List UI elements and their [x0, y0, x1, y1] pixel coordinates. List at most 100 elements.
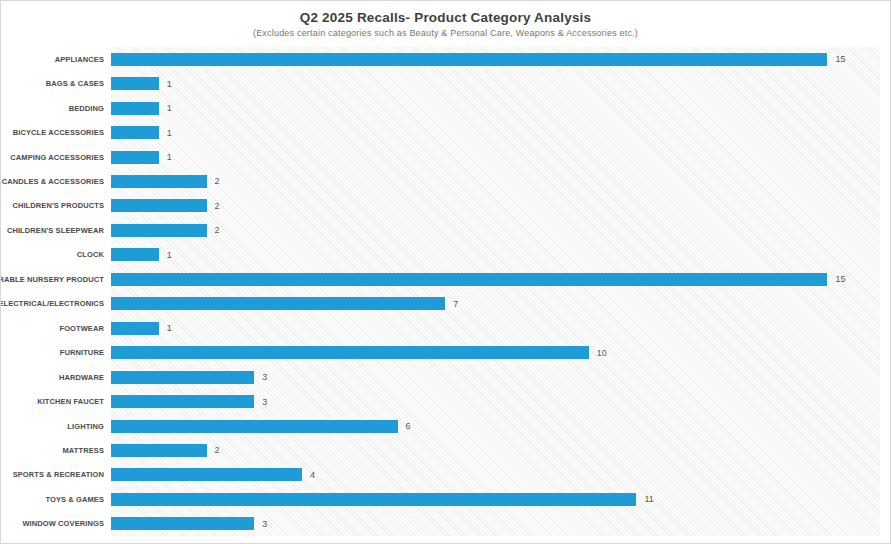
category-label: MATTRESS [63, 446, 105, 455]
value-label: 2 [215, 445, 220, 455]
value-label: 1 [167, 323, 172, 333]
bar-row: 15 [111, 267, 880, 291]
category-label-row: TOYS & GAMES [1, 487, 111, 511]
value-label: 2 [215, 201, 220, 211]
category-label-row: CAMPING ACCESSORIES [1, 145, 111, 169]
page-title: Q2 2025 Recalls- Product Category Analys… [1, 10, 890, 25]
category-label: ELECTRICAL/ELECTRONICS [0, 299, 104, 308]
value-label: 6 [406, 421, 411, 431]
category-label-row: SPORTS & RECREATION [1, 463, 111, 487]
category-label-row: BAGS & CASES [1, 71, 111, 95]
bar-row: 1 [111, 120, 880, 144]
value-label: 2 [215, 176, 220, 186]
bar[interactable] [111, 273, 827, 286]
bar[interactable] [111, 102, 159, 115]
bar-row: 10 [111, 340, 880, 364]
bar[interactable] [111, 77, 159, 90]
category-label-row: FURNITURE [1, 340, 111, 364]
category-label-row: CHILDREN'S SLEEPWEAR [1, 218, 111, 242]
category-label-row: CANDLES & ACCESSORIES [1, 169, 111, 193]
bar-row: 11 [111, 487, 880, 511]
category-label: CHILDREN'S PRODUCTS [12, 201, 104, 210]
value-label: 1 [167, 103, 172, 113]
value-label: 3 [262, 519, 267, 529]
category-label: APPLIANCES [55, 55, 104, 64]
category-label-row: HARDWARE [1, 365, 111, 389]
bar[interactable] [111, 420, 398, 433]
category-label-row: CLOCK [1, 243, 111, 267]
bar[interactable] [111, 517, 254, 530]
bar[interactable] [111, 395, 254, 408]
category-label: SPORTS & RECREATION [13, 470, 104, 479]
category-label: TOYS & GAMES [45, 495, 104, 504]
category-label-row: BEDDING [1, 96, 111, 120]
category-label: FOOTWEAR [59, 324, 104, 333]
bar-row: 1 [111, 71, 880, 95]
value-label: 7 [453, 299, 458, 309]
bar[interactable] [111, 322, 159, 335]
bar[interactable] [111, 53, 827, 66]
bar[interactable] [111, 371, 254, 384]
category-label-row: MATTRESS [1, 438, 111, 462]
bar[interactable] [111, 248, 159, 261]
category-label: BICYCLE ACCESSORIES [13, 128, 104, 137]
bar[interactable] [111, 297, 445, 310]
chart-container: Q2 2025 Recalls- Product Category Analys… [0, 0, 891, 544]
category-label: KITCHEN FAUCET [37, 397, 104, 406]
bar-row: 4 [111, 463, 880, 487]
bar[interactable] [111, 224, 207, 237]
bar[interactable] [111, 468, 302, 481]
bar-row: 3 [111, 365, 880, 389]
value-label: 15 [835, 274, 845, 284]
value-label: 3 [262, 397, 267, 407]
category-axis: APPLIANCES BAGS & CASES BEDDING BICYCLE ACC… [1, 47, 111, 536]
bar-row: 1 [111, 96, 880, 120]
value-label: 11 [644, 494, 653, 504]
category-label: CANDLES & ACCESSORIES [2, 177, 104, 186]
category-label: WINDOW COVERINGS [22, 519, 104, 528]
category-label-row: KITCHEN FAUCET [1, 389, 111, 413]
bar-row: 7 [111, 292, 880, 316]
category-label: HARDWARE [59, 373, 104, 382]
category-label: BAGS & CASES [46, 79, 104, 88]
category-label-row: APPLIANCES [1, 47, 111, 71]
bar[interactable] [111, 199, 207, 212]
bar-chart: APPLIANCES BAGS & CASES BEDDING BICYCLE ACC… [1, 47, 890, 536]
category-label: FURNITURE [60, 348, 104, 357]
category-label-row: FOOTWEAR [1, 316, 111, 340]
bar[interactable] [111, 151, 159, 164]
category-label-row: LIGHTING [1, 414, 111, 438]
bar-row: 2 [111, 218, 880, 242]
category-label-row: DURABLE NURSERY PRODUCT [1, 267, 111, 291]
bar-row: 2 [111, 438, 880, 462]
category-label: DURABLE NURSERY PRODUCT [0, 275, 104, 284]
category-label: BEDDING [69, 104, 104, 113]
category-label-row: WINDOW COVERINGS [1, 512, 111, 536]
bar[interactable] [111, 175, 207, 188]
category-label: CAMPING ACCESSORIES [10, 153, 104, 162]
value-label: 10 [597, 348, 607, 358]
category-label-row: CHILDREN'S PRODUCTS [1, 194, 111, 218]
bar-row: 15 [111, 47, 880, 71]
bar[interactable] [111, 126, 159, 139]
value-label: 1 [167, 79, 172, 89]
bar-row: 1 [111, 316, 880, 340]
plot-area: 151111222115711033624113 [111, 47, 880, 536]
category-label-row: ELECTRICAL/ELECTRONICS [1, 292, 111, 316]
bar[interactable] [111, 444, 207, 457]
value-label: 1 [167, 152, 172, 162]
value-label: 3 [262, 372, 267, 382]
bar[interactable] [111, 493, 636, 506]
bar-row: 3 [111, 389, 880, 413]
value-label: 15 [835, 54, 845, 64]
value-label: 1 [167, 250, 172, 260]
bar-row: 1 [111, 145, 880, 169]
bar-row: 3 [111, 512, 880, 536]
page-subtitle: (Excludes certain categories such as Bea… [1, 28, 890, 38]
bar[interactable] [111, 346, 589, 359]
bar-row: 2 [111, 169, 880, 193]
bar-row: 6 [111, 414, 880, 438]
category-label: CHILDREN'S SLEEPWEAR [7, 226, 104, 235]
category-label: LIGHTING [67, 422, 104, 431]
value-label: 4 [310, 470, 315, 480]
